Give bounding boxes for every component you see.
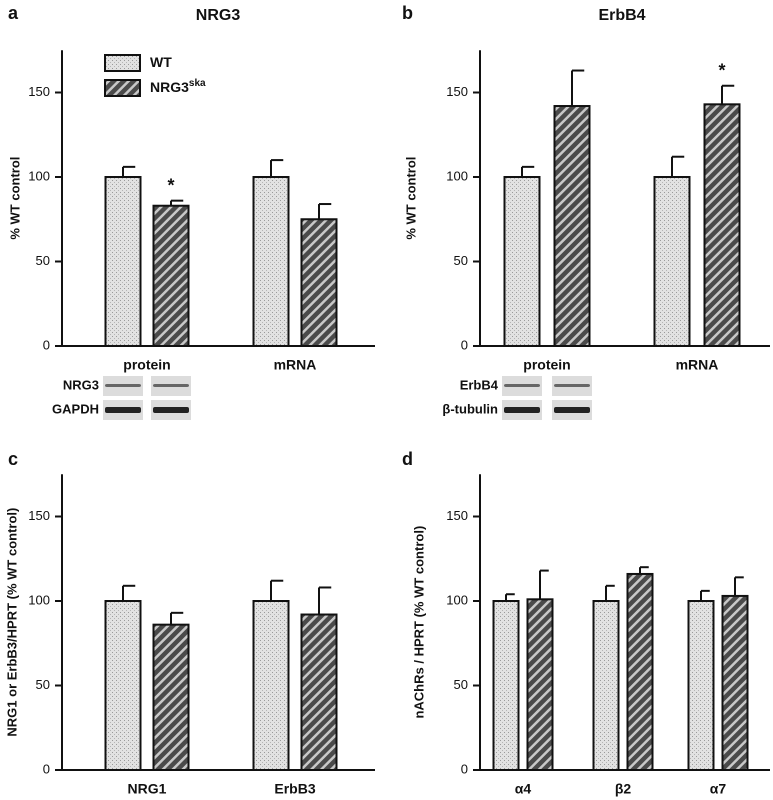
- blot-band: [105, 407, 141, 413]
- y-axis-label: nAChRs / HPRT (% WT control): [411, 526, 426, 719]
- x-tick-label: NRG1: [128, 781, 167, 797]
- blot-band: [504, 407, 540, 413]
- panel-label: b: [402, 3, 413, 23]
- y-tick-label: 50: [36, 253, 50, 268]
- legend-name: NRG3: [150, 79, 189, 95]
- y-tick-label: 0: [461, 337, 468, 352]
- panel-label: d: [402, 449, 413, 469]
- bar: [252, 600, 290, 771]
- y-axis-label: % WT control: [7, 157, 22, 240]
- legend-swatch: [104, 54, 141, 72]
- error-bar: [122, 584, 136, 601]
- legend-superscript: ska: [189, 78, 206, 89]
- bar: [553, 105, 591, 347]
- legend-name: WT: [150, 54, 172, 70]
- y-tick-label: 100: [446, 168, 468, 183]
- error-bar: [270, 159, 284, 177]
- x-tick-label: protein: [123, 357, 170, 373]
- x-tick-label: ErbB3: [274, 781, 315, 797]
- bar: [300, 613, 338, 772]
- significance-mark: *: [718, 60, 725, 80]
- error-bar: [539, 569, 549, 600]
- error-bar: [318, 586, 332, 615]
- bar: [152, 623, 190, 771]
- y-tick-label: 100: [446, 592, 468, 607]
- y-tick-label: 0: [461, 761, 468, 776]
- panel-label: c: [8, 449, 18, 469]
- bar: [703, 103, 741, 347]
- error-bar: [700, 589, 710, 601]
- y-tick-label: 150: [446, 508, 468, 523]
- bar: [104, 176, 142, 347]
- x-tick-label: α4: [515, 781, 532, 797]
- error-bar: [639, 566, 649, 574]
- bar: [653, 176, 691, 347]
- bar: [687, 600, 715, 771]
- y-tick-label: 150: [28, 508, 50, 523]
- blot-band: [554, 384, 590, 387]
- blot-band: [504, 384, 540, 387]
- bar: [721, 594, 749, 771]
- legend-label: NRG3ska: [150, 78, 206, 95]
- error-bar: [270, 579, 284, 601]
- blot-label: NRG3: [63, 377, 99, 392]
- x-tick-label: mRNA: [274, 357, 317, 373]
- y-tick-label: 100: [28, 168, 50, 183]
- blot-label: GAPDH: [52, 401, 99, 416]
- blot-band: [153, 384, 189, 387]
- bar: [252, 176, 290, 347]
- panel: c NRG1 or ErbB3/HPRT (% WT control) 0 50 100…: [4, 449, 375, 797]
- error-bar: [122, 165, 136, 177]
- significance-mark: *: [167, 175, 174, 195]
- legend-label: WT: [150, 54, 172, 70]
- panel: b ErbB4 % WT control 0 50 100 150 protein mRNA * E…: [402, 3, 770, 420]
- bar: [592, 600, 620, 771]
- bar: [626, 572, 654, 772]
- blot-band: [153, 407, 189, 413]
- bar: [300, 218, 338, 347]
- blot-label: ErbB4: [460, 377, 499, 392]
- bar: [104, 600, 142, 771]
- error-bar: [721, 84, 735, 105]
- y-tick-label: 50: [454, 253, 468, 268]
- bar: [526, 598, 554, 771]
- bar: [503, 176, 541, 347]
- panel: a NRG3 % WT control 0 50 100 150 protein * mRNA WT…: [7, 3, 375, 420]
- x-tick-label: protein: [523, 357, 570, 373]
- y-tick-label: 50: [36, 677, 50, 692]
- blot-label: β-tubulin: [442, 401, 498, 416]
- blot-band: [105, 384, 141, 387]
- panel-title: ErbB4: [598, 7, 645, 24]
- y-tick-label: 0: [43, 337, 50, 352]
- error-bar: [671, 155, 685, 177]
- y-tick-label: 150: [446, 84, 468, 99]
- error-bar: [318, 203, 332, 220]
- y-axis-label: % WT control: [403, 157, 418, 240]
- y-tick-label: 0: [43, 761, 50, 776]
- panel-title: NRG3: [196, 7, 241, 24]
- error-bar: [505, 593, 515, 601]
- error-bar: [571, 69, 585, 107]
- error-bar: [734, 576, 744, 596]
- x-tick-label: mRNA: [676, 357, 719, 373]
- y-axis-label: NRG1 or ErbB3/HPRT (% WT control): [4, 508, 19, 737]
- y-tick-label: 50: [454, 677, 468, 692]
- x-tick-label: α7: [710, 781, 727, 797]
- error-bar: [521, 165, 535, 177]
- error-bar: [605, 584, 615, 601]
- x-tick-label: β2: [615, 781, 632, 797]
- y-tick-label: 100: [28, 592, 50, 607]
- bar: [152, 204, 190, 347]
- legend-swatch: [104, 79, 141, 97]
- y-tick-label: 150: [28, 84, 50, 99]
- blot-band: [554, 407, 590, 413]
- bar: [492, 600, 520, 771]
- error-bar: [170, 611, 184, 625]
- panel-label: a: [8, 3, 19, 23]
- panel: d nAChRs / HPRT (% WT control) 0 50 100 150 α4…: [402, 449, 770, 797]
